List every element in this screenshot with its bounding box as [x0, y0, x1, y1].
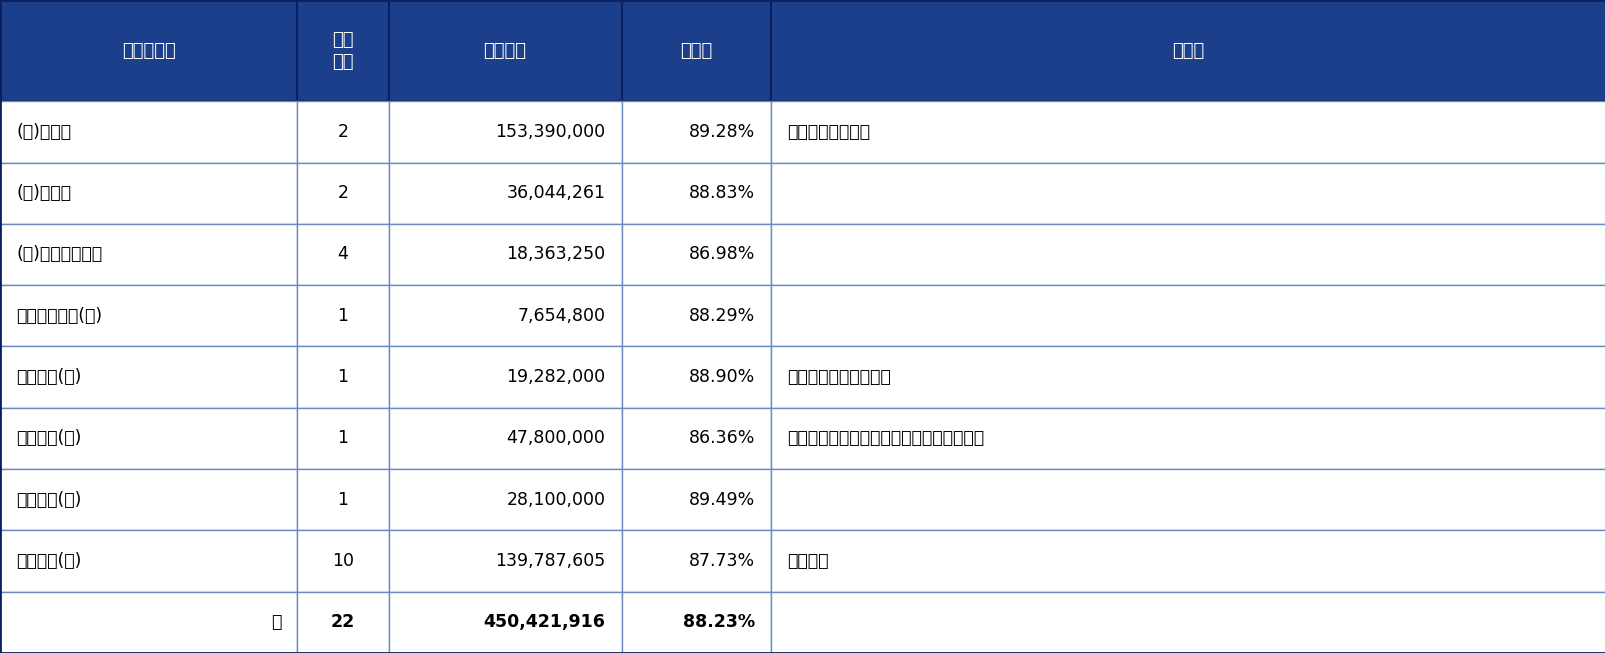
- Bar: [297, 224, 388, 285]
- Text: 18,363,250: 18,363,250: [506, 246, 605, 264]
- Bar: [621, 347, 770, 407]
- Bar: [388, 163, 621, 224]
- Text: 86.36%: 86.36%: [689, 430, 754, 447]
- Bar: [0, 224, 297, 285]
- Bar: [621, 530, 770, 592]
- Text: (有)真和建設工業: (有)真和建設工業: [16, 246, 103, 264]
- Bar: [770, 101, 1605, 163]
- Text: 1: 1: [337, 490, 348, 509]
- Text: 450,421,916: 450,421,916: [483, 613, 605, 631]
- Bar: [388, 101, 621, 163]
- Bar: [388, 285, 621, 347]
- Text: 19,282,000: 19,282,000: [506, 368, 605, 386]
- Text: 指名入札、本来の競争: 指名入札、本来の競争: [786, 368, 891, 386]
- Text: 10: 10: [332, 552, 353, 570]
- Text: 落札率: 落札率: [679, 42, 713, 59]
- Bar: [297, 407, 388, 469]
- Text: 2: 2: [337, 184, 348, 202]
- Text: 落札
回数: 落札 回数: [332, 31, 353, 71]
- Bar: [297, 101, 388, 163]
- Text: 萩尾産業(有): 萩尾産業(有): [16, 552, 82, 570]
- Bar: [388, 407, 621, 469]
- Bar: [621, 407, 770, 469]
- Bar: [297, 0, 388, 101]
- Bar: [770, 407, 1605, 469]
- Bar: [388, 347, 621, 407]
- Bar: [770, 0, 1605, 101]
- Bar: [0, 592, 297, 653]
- Bar: [388, 0, 621, 101]
- Text: 落札会社名: 落札会社名: [122, 42, 175, 59]
- Text: 139,787,605: 139,787,605: [494, 552, 605, 570]
- Text: 88.90%: 88.90%: [689, 368, 754, 386]
- Bar: [0, 163, 297, 224]
- Bar: [0, 101, 297, 163]
- Text: 153,390,000: 153,390,000: [494, 123, 605, 141]
- Text: 88.23%: 88.23%: [682, 613, 754, 631]
- Bar: [297, 592, 388, 653]
- Bar: [770, 530, 1605, 592]
- Bar: [770, 347, 1605, 407]
- Text: 頼もしい: 頼もしい: [786, 552, 828, 570]
- Text: 落札金額: 落札金額: [483, 42, 526, 59]
- Bar: [297, 285, 388, 347]
- Text: (株)高石組: (株)高石組: [16, 123, 71, 141]
- Bar: [297, 347, 388, 407]
- Text: 7,654,800: 7,654,800: [517, 307, 605, 325]
- Bar: [0, 407, 297, 469]
- Text: 1: 1: [337, 368, 348, 386]
- Text: 意識的に狙った？: 意識的に狙った？: [786, 123, 870, 141]
- Text: 88.83%: 88.83%: [689, 184, 754, 202]
- Bar: [0, 0, 297, 101]
- Text: 調査価格をかなり下回ったが、市は認めた: 調査価格をかなり下回ったが、市は認めた: [786, 430, 984, 447]
- Bar: [388, 592, 621, 653]
- Bar: [0, 347, 297, 407]
- Text: 89.49%: 89.49%: [689, 490, 754, 509]
- Text: 22: 22: [331, 613, 355, 631]
- Bar: [621, 469, 770, 530]
- Text: 88.29%: 88.29%: [689, 307, 754, 325]
- Text: 計: 計: [271, 613, 281, 631]
- Text: 89.28%: 89.28%: [689, 123, 754, 141]
- Bar: [621, 101, 770, 163]
- Text: 山内建設(株): 山内建設(株): [16, 368, 82, 386]
- Bar: [770, 469, 1605, 530]
- Text: (有)今城組: (有)今城組: [16, 184, 71, 202]
- Bar: [297, 530, 388, 592]
- Text: 86.98%: 86.98%: [689, 246, 754, 264]
- Text: 28,100,000: 28,100,000: [506, 490, 605, 509]
- Text: 47,800,000: 47,800,000: [506, 430, 605, 447]
- Bar: [621, 592, 770, 653]
- Text: 理　由: 理 由: [1172, 42, 1204, 59]
- Text: 西山建設(株): 西山建設(株): [16, 430, 82, 447]
- Bar: [388, 224, 621, 285]
- Bar: [297, 163, 388, 224]
- Text: 1: 1: [337, 430, 348, 447]
- Text: 36,044,261: 36,044,261: [506, 184, 605, 202]
- Bar: [621, 0, 770, 101]
- Text: 土居建設(株): 土居建設(株): [16, 490, 82, 509]
- Text: 2: 2: [337, 123, 348, 141]
- Bar: [297, 469, 388, 530]
- Text: 87.73%: 87.73%: [689, 552, 754, 570]
- Bar: [770, 163, 1605, 224]
- Bar: [770, 592, 1605, 653]
- Bar: [621, 285, 770, 347]
- Bar: [388, 469, 621, 530]
- Bar: [0, 285, 297, 347]
- Bar: [621, 163, 770, 224]
- Bar: [621, 224, 770, 285]
- Text: 伊藤庭石建設(有): 伊藤庭石建設(有): [16, 307, 103, 325]
- Bar: [770, 285, 1605, 347]
- Bar: [0, 530, 297, 592]
- Bar: [0, 469, 297, 530]
- Text: 4: 4: [337, 246, 348, 264]
- Text: 1: 1: [337, 307, 348, 325]
- Bar: [388, 530, 621, 592]
- Bar: [770, 224, 1605, 285]
